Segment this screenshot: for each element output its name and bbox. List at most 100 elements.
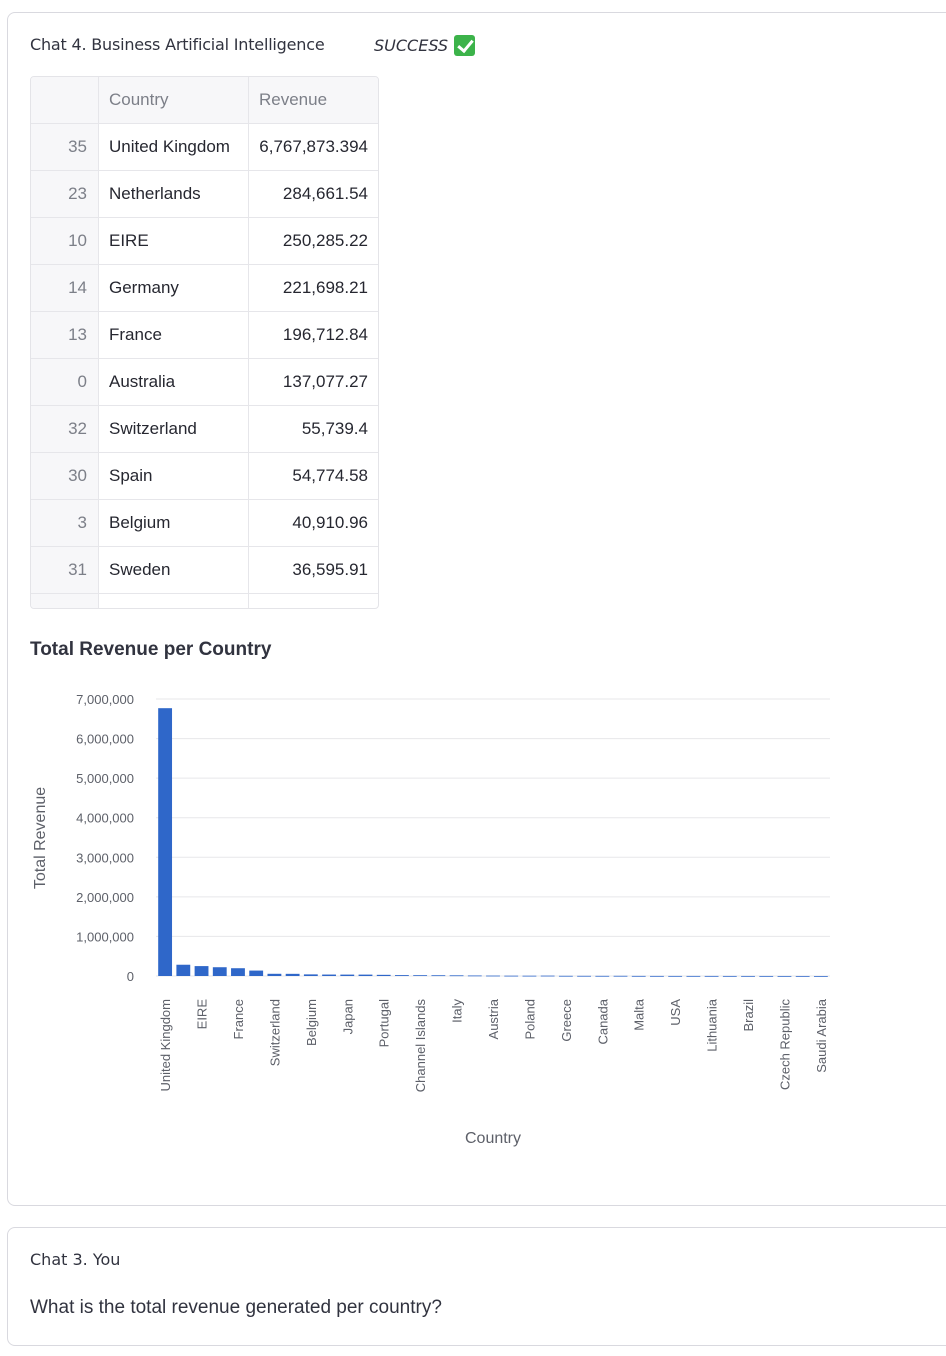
- country-cell[interactable]: United Kingdom: [99, 124, 249, 170]
- revenue-cell[interactable]: 196,712.84: [282, 325, 368, 344]
- y-axis-title: Total Revenue: [32, 787, 49, 889]
- bar: [267, 973, 282, 976]
- y-tick-label: 7,000,000: [76, 692, 134, 707]
- row-index-cell[interactable]: 35: [31, 124, 99, 170]
- revenue-cell[interactable]: 221,698.21: [282, 278, 368, 297]
- bar: [158, 708, 173, 976]
- bar: [613, 975, 628, 977]
- revenue-cell[interactable]: 55,739.4: [301, 419, 368, 438]
- country-cell[interactable]: Sweden: [99, 547, 249, 593]
- column-header-revenue[interactable]: Revenue: [259, 90, 328, 109]
- revenue-cell[interactable]: 250,285.22: [282, 231, 368, 250]
- x-tick-label: Canada: [595, 998, 610, 1044]
- revenue-cell[interactable]: 36,595.91: [292, 560, 368, 579]
- y-tick-label: 3,000,000: [76, 850, 134, 865]
- table-header-row: Country Revenue: [31, 77, 378, 124]
- table-row: 0 Australia 137,077.27: [31, 359, 378, 406]
- revenue-dataframe[interactable]: Country Revenue 35 United Kingdom 6,767,87…: [30, 76, 379, 609]
- x-tick-label: Portugal: [377, 999, 392, 1048]
- empty-cell: [31, 594, 99, 608]
- table-row: 30 Spain 54,774.58: [31, 453, 378, 500]
- row-index-cell[interactable]: 0: [31, 359, 99, 405]
- bar: [322, 974, 336, 976]
- y-tick-label: 5,000,000: [76, 771, 134, 786]
- bar: [668, 975, 683, 977]
- table-row: 13 France 196,712.84: [31, 312, 378, 359]
- bar: [194, 966, 209, 976]
- row-index-cell[interactable]: 13: [31, 312, 99, 358]
- table-row: 32 Switzerland 55,739.4: [31, 406, 378, 453]
- x-tick-label: Brazil: [741, 999, 756, 1032]
- x-tick-label: Czech Republic: [777, 999, 792, 1091]
- bar: [467, 975, 482, 977]
- bar: [449, 975, 464, 977]
- row-index-cell[interactable]: 23: [31, 171, 99, 217]
- bar: [522, 975, 537, 977]
- x-tick-label: France: [231, 999, 246, 1039]
- x-axis-title: Country: [465, 1130, 521, 1147]
- bar: [486, 975, 500, 977]
- country-cell[interactable]: France: [99, 312, 249, 358]
- x-tick-label: Lithuania: [705, 998, 720, 1052]
- bar: [558, 975, 573, 977]
- country-cell[interactable]: Netherlands: [99, 171, 249, 217]
- country-cell[interactable]: Spain: [99, 453, 249, 499]
- bar: [303, 974, 318, 976]
- table-row-partial: [31, 594, 378, 608]
- bar: [394, 975, 409, 976]
- revenue-cell[interactable]: 137,077.27: [282, 372, 368, 391]
- y-tick-label: 6,000,000: [76, 732, 134, 747]
- check-mark-icon: [454, 35, 476, 56]
- ai-message-card: Chat 4. Business Artificial Intelligence…: [7, 12, 946, 1206]
- bar: [795, 975, 810, 977]
- bar: [813, 975, 828, 977]
- country-cell[interactable]: Switzerland: [99, 406, 249, 452]
- table-row: 35 United Kingdom 6,767,873.394: [31, 124, 378, 171]
- row-index-cell[interactable]: 14: [31, 265, 99, 311]
- bar: [212, 967, 227, 976]
- bar: [650, 975, 664, 977]
- column-header-country[interactable]: Country: [99, 77, 249, 123]
- status-label: SUCCESS: [374, 35, 476, 56]
- bar: [777, 975, 792, 977]
- bar: [340, 974, 355, 976]
- revenue-cell[interactable]: 284,661.54: [282, 184, 368, 203]
- revenue-cell[interactable]: 6,767,873.394: [259, 137, 368, 156]
- revenue-cell[interactable]: 54,774.58: [292, 466, 368, 485]
- x-tick-label: Italy: [450, 999, 465, 1023]
- country-cell[interactable]: EIRE: [99, 218, 249, 264]
- y-tick-label: 4,000,000: [76, 811, 134, 826]
- bar: [577, 975, 592, 977]
- x-tick-label: Poland: [522, 999, 537, 1039]
- table-row: 3 Belgium 40,910.96: [31, 500, 378, 547]
- bar: [704, 975, 719, 977]
- country-cell[interactable]: Belgium: [99, 500, 249, 546]
- x-tick-label: Channel Islands: [413, 999, 428, 1093]
- row-index-cell[interactable]: 3: [31, 500, 99, 546]
- row-index-cell[interactable]: 30: [31, 453, 99, 499]
- country-cell[interactable]: Australia: [99, 359, 249, 405]
- country-cell[interactable]: Germany: [99, 265, 249, 311]
- table-row: 31 Sweden 36,595.91: [31, 547, 378, 594]
- bar: [722, 975, 737, 977]
- x-tick-label: Greece: [559, 999, 574, 1042]
- index-header: [31, 77, 99, 123]
- user-question: What is the total revenue generated per …: [30, 1297, 442, 1318]
- x-tick-label: Malta: [632, 998, 647, 1031]
- x-tick-label: Switzerland: [267, 999, 282, 1066]
- bar: [540, 975, 555, 977]
- revenue-cell[interactable]: 40,910.96: [292, 513, 368, 532]
- bar: [249, 970, 264, 976]
- row-index-cell[interactable]: 10: [31, 218, 99, 264]
- user-message-card: Chat 3. You What is the total revenue ge…: [7, 1227, 946, 1346]
- y-tick-label: 0: [127, 969, 134, 984]
- x-tick-label: United Kingdom: [158, 999, 173, 1092]
- bar: [358, 974, 373, 976]
- user-message-header: Chat 3. You: [30, 1250, 121, 1269]
- table-row: 10 EIRE 250,285.22: [31, 218, 378, 265]
- y-tick-label: 1,000,000: [76, 929, 134, 944]
- chart-title: Total Revenue per Country: [30, 639, 272, 660]
- bar: [413, 975, 428, 977]
- row-index-cell[interactable]: 31: [31, 547, 99, 593]
- row-index-cell[interactable]: 32: [31, 406, 99, 452]
